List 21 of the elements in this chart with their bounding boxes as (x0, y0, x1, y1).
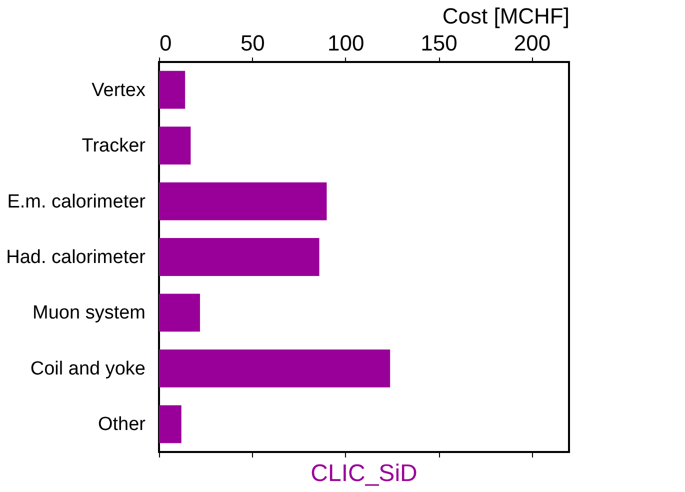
bar (159, 405, 182, 444)
x-axis-title: Cost [MCHF] (442, 4, 570, 28)
bar (159, 70, 186, 109)
y-tick-label: Coil and yoke (30, 358, 146, 380)
y-tick-label: Tracker (82, 136, 146, 157)
text: CLIC_SiD (310, 460, 418, 487)
y-tick-label: Vertex (92, 80, 146, 101)
x-tick-label: 200 (514, 30, 551, 56)
bar (159, 126, 191, 165)
y-tick-label: Muon system (32, 302, 146, 324)
y-tick-label: E.m. calorimeter (7, 191, 146, 212)
y-tick-label: Had. calorimeter (6, 247, 146, 268)
x-tick-label: 50 (240, 30, 265, 56)
x-tick-label: 150 (420, 30, 458, 56)
bar (159, 182, 327, 220)
bar (159, 294, 200, 332)
bar (159, 349, 390, 388)
y-tick-label: Other (98, 414, 146, 436)
x-tick-label: 0 (160, 30, 172, 56)
x-tick-label: 100 (328, 30, 364, 56)
bar (159, 238, 320, 276)
